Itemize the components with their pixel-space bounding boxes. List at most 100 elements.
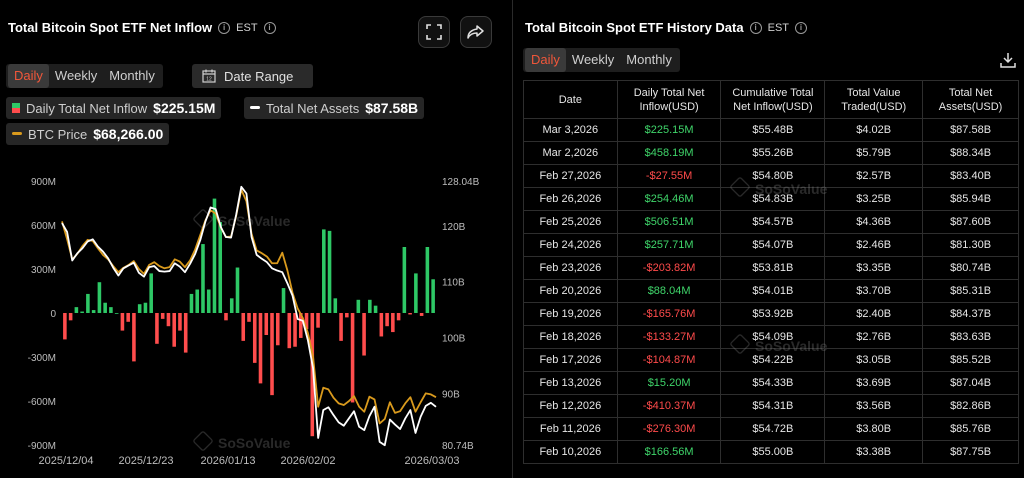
table-row[interactable]: Feb 13,2026 $15.20M $54.33B $3.69B $87.04B — [523, 371, 1019, 395]
col-cumulative[interactable]: Cumulative Total Net Inflow(USD) — [720, 80, 826, 119]
table-row[interactable]: Feb 26,2026 $254.46M $54.83B $3.25B $85.94B — [523, 187, 1019, 211]
inflow-bar — [247, 313, 251, 322]
tab-monthly[interactable]: Monthly — [109, 68, 155, 83]
table-row[interactable]: Mar 2,2026 $458.19M $55.26B $5.79B $88.34B — [523, 141, 1019, 165]
row-cumulative: $54.80B — [720, 164, 826, 188]
x-tick-label: 2026/01/13 — [200, 455, 255, 467]
info-icon[interactable]: i — [218, 21, 231, 34]
table-row[interactable]: Feb 25,2026 $506.51M $54.57B $4.36B $87.60B — [523, 210, 1019, 234]
table-row[interactable]: Feb 18,2026 -$133.27M $54.09B $2.76B $83.63B — [523, 325, 1019, 349]
row-cumulative: $54.22B — [720, 348, 826, 372]
info-icon[interactable]: i — [263, 21, 276, 34]
inflow-bar — [327, 230, 332, 313]
date-range-button[interactable]: 12 Date Range — [192, 64, 313, 88]
table-row[interactable]: Mar 3,2026 $225.15M $55.48B $4.02B $87.58B — [523, 118, 1019, 142]
inflow-bar — [103, 302, 107, 313]
history-timezone-label: EST — [767, 21, 790, 34]
legend-btc-value: $68,266.00 — [93, 126, 164, 142]
row-cumulative: $54.57B — [720, 210, 826, 234]
history-tab-weekly[interactable]: Weekly — [571, 52, 615, 67]
table-row[interactable]: Feb 23,2026 -$203.82M $53.81B $3.35B $80.74B — [523, 256, 1019, 280]
tab-daily[interactable]: Daily — [8, 64, 49, 88]
timezone-label: EST — [236, 21, 258, 34]
legend-assets[interactable]: Total Net Assets $87.58B — [244, 97, 425, 119]
right-tick-label: 120B — [442, 222, 466, 233]
row-date: Feb 24,2026 — [523, 233, 618, 257]
legend-inflow[interactable]: Daily Total Net Inflow $225.15M — [6, 97, 222, 119]
row-assets: $87.58B — [922, 118, 1019, 142]
row-assets: $82.86B — [922, 394, 1019, 418]
share-button[interactable] — [460, 16, 492, 48]
row-inflow: -$410.37M — [616, 394, 722, 418]
table-row[interactable]: Feb 20,2026 $88.04M $54.01B $3.70B $85.31B — [523, 279, 1019, 303]
legend-assets-label: Total Net Assets — [266, 100, 360, 116]
legend-inflow-label: Daily Total Net Inflow — [26, 100, 148, 116]
col-inflow[interactable]: Daily Total Net Inflow(USD) — [616, 80, 722, 119]
table-row[interactable]: Feb 19,2026 -$165.76M $53.92B $2.40B $84.37B — [523, 302, 1019, 326]
row-cumulative: $54.07B — [720, 233, 826, 257]
row-cumulative: $54.72B — [720, 417, 826, 441]
x-tick-label: 2025/12/23 — [118, 455, 173, 467]
row-inflow: $506.51M — [616, 210, 722, 234]
row-assets: $85.76B — [922, 417, 1019, 441]
inflow-bar — [97, 282, 102, 313]
row-date: Feb 17,2026 — [523, 348, 618, 372]
net-inflow-panel: Total Bitcoin Spot ETF Net Inflow i EST … — [0, 0, 510, 478]
row-date: Feb 25,2026 — [523, 210, 618, 234]
row-date: Feb 20,2026 — [523, 279, 618, 303]
info-icon[interactable]: i — [749, 21, 762, 34]
inflow-bar — [379, 313, 384, 337]
inflow-bar — [63, 313, 67, 340]
inflow-bar — [195, 289, 199, 313]
x-axis: 2025/12/04 2025/12/23 2026/01/13 2026/02/02… — [38, 455, 459, 467]
inflow-bar — [166, 313, 171, 327]
fullscreen-button[interactable] — [418, 16, 450, 48]
legend-btc[interactable]: BTC Price $68,266.00 — [6, 123, 170, 145]
inflow-bar — [120, 313, 125, 331]
white-line-legend-icon — [250, 106, 260, 109]
inflow-bar — [172, 313, 176, 347]
table-row[interactable]: Feb 10,2026 $166.56M $55.00B $3.38B $87.75B — [523, 440, 1019, 464]
inflow-bar — [91, 310, 96, 313]
row-traded: $5.79B — [824, 141, 924, 165]
download-icon[interactable] — [999, 51, 1017, 69]
row-assets: $85.52B — [922, 348, 1019, 372]
row-date: Feb 10,2026 — [523, 440, 618, 464]
info-icon[interactable]: i — [795, 21, 808, 34]
row-cumulative: $53.92B — [720, 302, 826, 326]
col-assets[interactable]: Total Net Assets(USD) — [922, 80, 1019, 119]
table-row[interactable]: Feb 24,2026 $257.71M $54.07B $2.46B $81.30B — [523, 233, 1019, 257]
row-cumulative: $55.00B — [720, 440, 826, 464]
col-traded[interactable]: Total Value Traded(USD) — [824, 80, 924, 119]
inflow-bar — [155, 313, 159, 344]
inflow-bar — [425, 247, 430, 313]
calendar-icon: 12 — [202, 69, 216, 83]
inflow-bar — [316, 313, 320, 328]
inflow-chart[interactable]: SoSoValue SoSoValue 900M 600M 300M 0 -300M -6… — [0, 148, 510, 478]
history-tab-monthly[interactable]: Monthly — [626, 52, 672, 67]
table-row[interactable]: Feb 17,2026 -$104.87M $54.22B $3.05B $85.52B — [523, 348, 1019, 372]
table-row[interactable]: Feb 11,2026 -$276.30M $54.72B $3.80B $85.76B — [523, 417, 1019, 441]
col-date[interactable]: Date — [523, 80, 618, 119]
row-inflow: $166.56M — [616, 440, 722, 464]
row-date: Feb 19,2026 — [523, 302, 618, 326]
inflow-bar — [178, 313, 182, 331]
series-lines — [61, 185, 437, 447]
inflow-bar — [350, 313, 355, 403]
table-row[interactable]: Feb 12,2026 -$410.37M $54.31B $3.56B $82.86B — [523, 394, 1019, 418]
row-traded: $3.05B — [824, 348, 924, 372]
inflow-bar — [132, 313, 136, 362]
inflow-bar — [114, 313, 119, 314]
table-row[interactable]: Feb 27,2026 -$27.55M $54.80B $2.57B $83.40B — [523, 164, 1019, 188]
row-inflow: $15.20M — [616, 371, 722, 395]
x-tick-label: 2026/02/02 — [280, 455, 335, 467]
x-tick-label: 2025/12/04 — [38, 455, 93, 467]
table-body: Mar 3,2026 $225.15M $55.48B $4.02B $87.58B Ma… — [523, 118, 1019, 464]
inflow-bar — [419, 313, 424, 316]
history-tab-daily[interactable]: Daily — [525, 48, 566, 72]
left-tick-label: 600M — [31, 221, 56, 232]
inflow-bar — [339, 313, 343, 341]
row-inflow: $225.15M — [616, 118, 722, 142]
inflow-bar — [264, 313, 269, 335]
tab-weekly[interactable]: Weekly — [54, 68, 98, 83]
